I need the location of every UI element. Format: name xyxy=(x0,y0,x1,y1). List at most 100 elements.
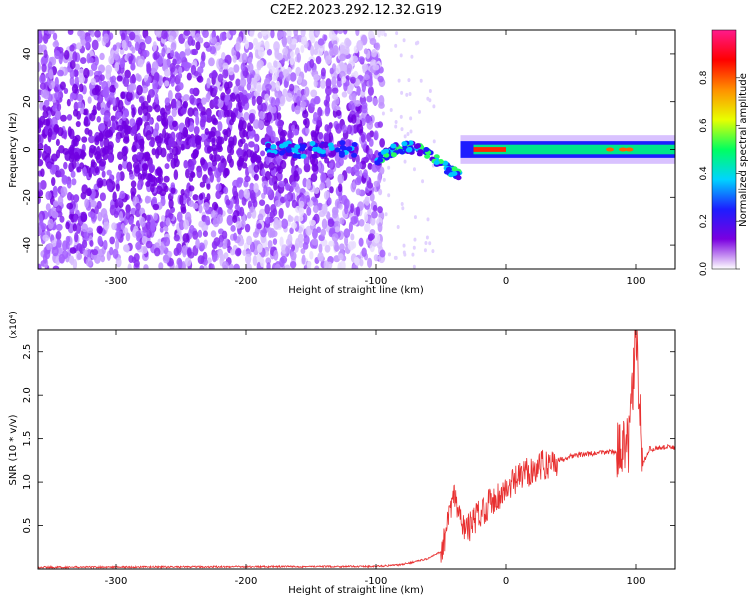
heatmap-noise-blob xyxy=(89,240,94,247)
heatmap-noise-blob xyxy=(367,30,375,39)
heatmap-signal-blob xyxy=(351,152,358,158)
heatmap-band-peak xyxy=(473,147,506,152)
colorbar-strip xyxy=(712,30,736,269)
heatmap-noise-blob xyxy=(282,47,289,56)
heatmap-noise-blob xyxy=(139,143,145,153)
heatmap-noise-blob xyxy=(147,173,154,182)
heatmap-noise-blob xyxy=(187,107,194,117)
heatmap-noise-blob xyxy=(47,110,52,119)
heatmap-noise-blob xyxy=(332,45,339,56)
heatmap-noise-blob xyxy=(229,92,237,102)
heatmap-noise-blob xyxy=(79,107,84,115)
heatmap-noise-blob xyxy=(152,203,160,211)
heatmap-noise-blob xyxy=(164,68,171,77)
heatmap-noise-blob xyxy=(159,189,167,197)
heatmap-noise-blob xyxy=(199,60,206,69)
heatmap-noise-blob xyxy=(206,110,212,118)
heatmap-noise-blob xyxy=(309,58,315,69)
heatmap-noise-blob xyxy=(72,259,78,269)
heatmap-noise-blob xyxy=(238,36,243,44)
heatmap-noise-blob xyxy=(426,96,430,101)
heatmap-noise-blob xyxy=(239,206,245,217)
heatmap-signal-blob xyxy=(390,152,397,158)
heatmap-noise-blob xyxy=(175,132,182,140)
x-tick-label: -200 xyxy=(235,276,258,287)
heatmap-noise-blob xyxy=(129,31,136,41)
heatmap-noise-blob xyxy=(197,255,205,265)
heatmap-noise-blob xyxy=(261,30,268,37)
heatmap-noise-blob xyxy=(38,158,44,167)
heatmap-noise-blob xyxy=(401,206,405,211)
heatmap-noise-blob xyxy=(173,247,180,257)
heatmap-noise-blob xyxy=(162,111,168,119)
heatmap-noise-blob xyxy=(45,203,51,211)
heatmap-noise-blob xyxy=(365,153,371,161)
snr-y-label: SNR (10 * v/v) xyxy=(8,414,19,485)
heatmap-noise-blob xyxy=(109,236,115,245)
heatmap-noise-blob xyxy=(325,94,331,104)
heatmap-noise-blob xyxy=(194,110,199,118)
heatmap-noise-blob xyxy=(72,223,77,232)
heatmap-noise-blob xyxy=(193,125,200,135)
heatmap-noise-blob xyxy=(193,149,199,158)
heatmap-noise-blob xyxy=(58,253,66,264)
heatmap-noise-blob xyxy=(291,181,297,188)
heatmap-signal-blob xyxy=(338,152,345,158)
heatmap-noise-blob xyxy=(94,166,100,174)
heatmap-noise-blob xyxy=(85,188,92,197)
heatmap-noise-blob xyxy=(242,249,247,257)
heatmap-noise-blob xyxy=(325,85,332,96)
heatmap-noise-blob xyxy=(206,145,212,154)
heatmap-noise-blob xyxy=(146,229,152,239)
heatmap-noise-blob xyxy=(287,233,293,245)
heatmap-noise-blob xyxy=(344,235,349,246)
heatmap-noise-blob xyxy=(201,51,206,62)
heatmap-noise-blob xyxy=(135,230,142,238)
heatmap-noise-blob xyxy=(248,141,255,148)
heatmap-noise-blob xyxy=(309,250,314,260)
heatmap-noise-blob xyxy=(289,72,297,82)
heatmap-noise-blob xyxy=(40,179,47,190)
heatmap-noise-blob xyxy=(355,188,361,196)
heatmap-noise-blob xyxy=(377,75,384,83)
heatmap-noise-blob xyxy=(192,230,199,240)
heatmap-noise-blob xyxy=(223,109,230,118)
heatmap-noise-blob xyxy=(370,216,376,226)
heatmap-noise-blob xyxy=(369,37,377,46)
heatmap-noise-blob xyxy=(218,58,224,68)
heatmap-noise-blob xyxy=(235,196,240,207)
heatmap-noise-blob xyxy=(339,217,345,225)
heatmap-noise-blob xyxy=(46,162,52,170)
heatmap-noise-blob xyxy=(88,135,95,144)
heatmap-noise-blob xyxy=(106,99,111,109)
heatmap-noise-blob xyxy=(38,30,42,39)
heatmap-noise-blob xyxy=(400,127,404,132)
heatmap-noise-blob xyxy=(230,140,235,150)
heatmap-noise-blob xyxy=(98,122,106,132)
heatmap-noise-blob xyxy=(126,161,133,172)
heatmap-noise-blob xyxy=(379,249,386,258)
heatmap-noise-blob xyxy=(351,55,359,63)
heatmap-noise-blob xyxy=(196,167,203,179)
heatmap-noise-blob xyxy=(294,186,301,193)
heatmap-noise-blob xyxy=(152,41,158,52)
heatmap-noise-blob xyxy=(91,39,99,51)
heatmap-noise-blob xyxy=(377,121,383,128)
heatmap-noise-blob xyxy=(188,138,196,147)
heatmap-noise-blob xyxy=(249,241,256,253)
heatmap-noise-blob xyxy=(256,253,262,263)
heatmap-noise-blob xyxy=(247,129,255,139)
heatmap-noise-blob xyxy=(266,48,273,56)
heatmap-noise-blob xyxy=(104,92,110,102)
heatmap-noise-blob xyxy=(90,159,96,166)
heatmap-noise-blob xyxy=(318,132,324,140)
heatmap-noise-blob xyxy=(293,170,299,178)
heatmap-noise-blob xyxy=(180,188,185,196)
heatmap-noise-blob xyxy=(277,119,284,130)
heatmap-noise-blob xyxy=(77,30,83,37)
heatmap-noise-blob xyxy=(382,177,386,182)
heatmap-noise-blob xyxy=(176,100,181,109)
heatmap-noise-blob xyxy=(239,92,244,100)
heatmap-noise-blob xyxy=(275,97,280,107)
heatmap-noise-blob xyxy=(363,169,368,179)
